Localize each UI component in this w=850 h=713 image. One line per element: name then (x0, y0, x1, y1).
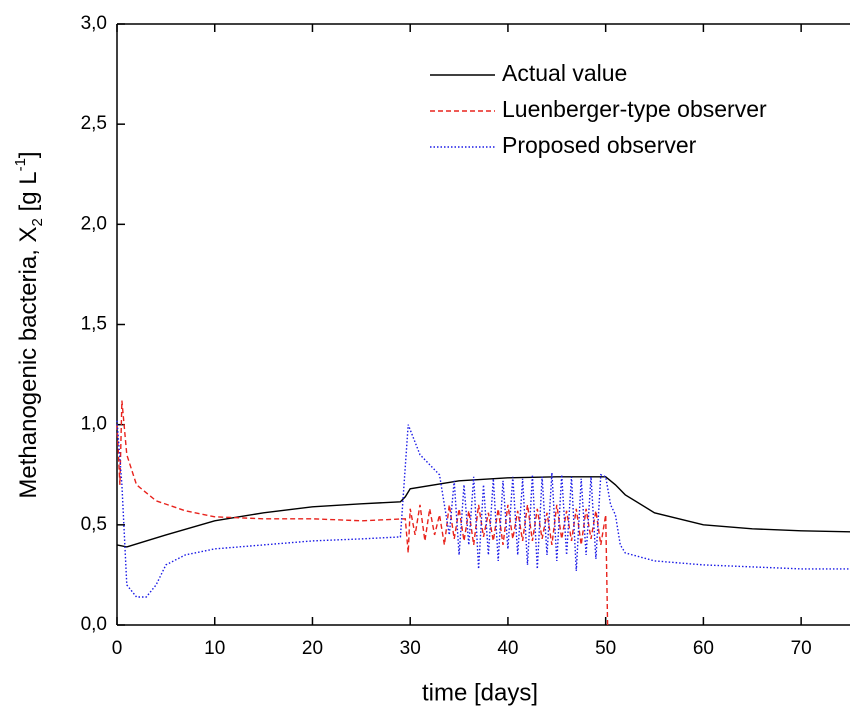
x-axis-label: time [days] (422, 679, 538, 706)
y-tick-label: 0,5 (81, 514, 107, 535)
x-tick-label: 0 (112, 638, 123, 659)
series-line (116, 400, 609, 626)
series-line (116, 476, 850, 548)
y-tick-label: 1,5 (81, 314, 107, 335)
y-tick-label: 2,5 (81, 113, 107, 134)
y-tick-label: 3,0 (81, 13, 107, 34)
y-label-text: [g L (15, 171, 42, 218)
y-label-text: Methanogenic bacteria, X (15, 226, 42, 498)
x-tick-label: 30 (400, 638, 421, 659)
legend-label: Proposed observer (502, 132, 697, 158)
y-label-text: ] (15, 151, 42, 158)
x-tick-label: 60 (693, 638, 714, 659)
y-tick-label: 1,0 (81, 414, 107, 435)
legend-label: Luenberger-type observer (502, 96, 767, 122)
y-tick-label: 2,0 (81, 213, 107, 234)
y-label-sup: -1 (12, 158, 29, 171)
y-axis-label: Methanogenic bacteria, X2 [g L-1] (12, 151, 46, 498)
x-tick-label: 50 (595, 638, 616, 659)
y-tick-label: 0,0 (81, 614, 107, 635)
x-tick-label: 40 (497, 638, 518, 659)
x-tick-label: 20 (302, 638, 323, 659)
legend-label: Actual value (502, 60, 627, 86)
x-tick-label: 70 (791, 638, 812, 659)
x-tick-label: 10 (204, 638, 225, 659)
series-line (116, 420, 850, 598)
y-label-sub: 2 (29, 218, 46, 226)
